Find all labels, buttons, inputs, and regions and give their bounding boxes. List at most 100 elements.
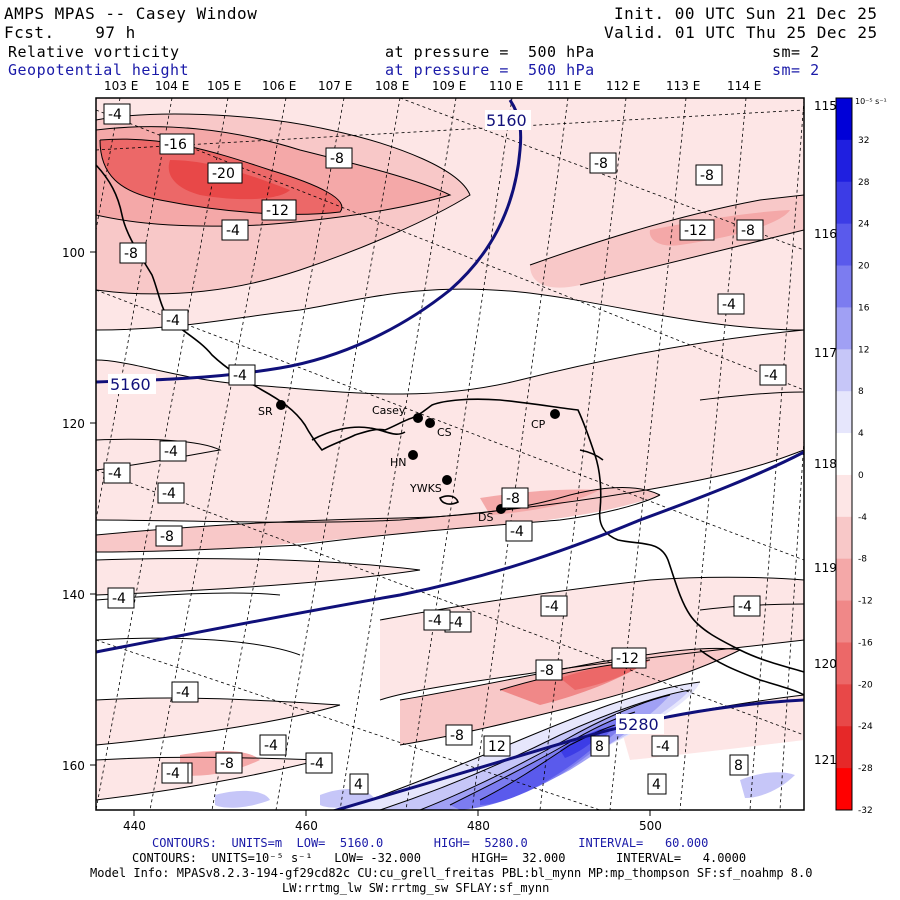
colorbar-label: -16 (858, 638, 873, 648)
colorbar-swatch (836, 516, 852, 560)
y-tick: 160 (62, 759, 85, 773)
colorbar-label: 16 (858, 303, 870, 313)
vorticity-label-box (159, 440, 187, 462)
vorticity-label: -8 (450, 728, 464, 744)
vorticity-label-box (505, 520, 533, 542)
vorticity-label-box (159, 133, 195, 155)
vorticity-label: -4 (176, 685, 190, 701)
colorbar-swatch (836, 474, 852, 518)
vorticity-label: -4 (764, 368, 778, 384)
height-contours (96, 99, 804, 810)
station-dot-cs[interactable] (425, 418, 435, 428)
vorticity-labels: -4 -16 -20 -8 -12 -8 -4 -8 -12 -8 -8 -4 -4 -4 -4 -4 -4 -4… (103, 103, 787, 795)
station-label-ywks: YWKS (409, 482, 442, 495)
station-dot-sr[interactable] (276, 400, 286, 410)
x-tick: 480 (467, 819, 490, 833)
vorticity-label: -4 (545, 599, 559, 615)
vorticity-label: -12 (684, 223, 707, 239)
vorticity-label-box (759, 364, 787, 386)
vorticity-label-box (483, 735, 511, 757)
vorticity-label: 12 (488, 739, 506, 755)
vorticity-label-box (540, 595, 568, 617)
vorticity-label: -4 (722, 297, 736, 313)
colorbar-label: 24 (858, 220, 870, 230)
vorticity-label: -4 (164, 444, 178, 460)
vorticity-label: -8 (700, 168, 714, 184)
vorticity-label: -4 (656, 739, 670, 755)
colorbar-frame (835, 97, 853, 811)
vorticity-label-box (611, 647, 647, 669)
station-dot-cp[interactable] (550, 409, 560, 419)
lon-label: 114 E (727, 79, 761, 93)
height-contour-info: CONTOURS: UNITS=m LOW= 5160.0 HIGH= 5280… (152, 836, 709, 850)
vorticity-label: -8 (506, 491, 520, 507)
plot-title: AMPS MPAS -- Casey Window (4, 4, 258, 23)
y-tick: 100 (62, 246, 85, 260)
vorticity-label-box (119, 242, 147, 264)
field1-name: Relative vorticity (8, 43, 180, 61)
field1-level: at pressure = 500 hPa (385, 43, 595, 61)
field2-smoothing: sm= 2 (772, 61, 820, 79)
height-label: 5160 (110, 375, 151, 394)
vorticity-label-box (679, 219, 715, 241)
vorticity-label: 4 (354, 777, 363, 793)
x-tick: 460 (295, 819, 318, 833)
colorbar-label: 28 (858, 178, 870, 188)
colorbar-swatch (836, 223, 852, 267)
vorticity-label-box (155, 525, 183, 547)
vorticity-label: -4 (112, 591, 126, 607)
y-tick: 140 (62, 588, 85, 602)
colorbar-swatch (836, 558, 852, 602)
field2-level: at pressure = 500 hPa (385, 61, 595, 79)
colorbar-label: -12 (858, 597, 873, 607)
vorticity-label-box (107, 587, 135, 609)
vorticity-label-box (717, 293, 745, 315)
station-label-cp: CP (531, 418, 546, 431)
station-markers (276, 400, 560, 514)
colorbar-label: 32 (858, 136, 869, 146)
station-label-hn: HN (390, 456, 407, 469)
vorticity-label: -8 (330, 151, 344, 167)
height-label: 5280 (618, 715, 659, 734)
vorticity-label: -4 (510, 524, 524, 540)
vorticity-label-box (215, 752, 243, 774)
colorbar-swatch (836, 433, 852, 476)
init-time: Init. 00 UTC Sun 21 Dec 25 (614, 4, 878, 23)
colorbar-swatch (836, 600, 852, 643)
vorticity-label-box (171, 681, 199, 703)
vorticity-label-box (651, 735, 679, 757)
vorticity-label: -8 (594, 156, 608, 172)
lon-label: 113 E (666, 79, 700, 93)
colorbar-swatch (836, 391, 852, 434)
lon-label: 111 E (547, 79, 581, 93)
vorticity-label: 8 (595, 739, 604, 755)
x-tick: 440 (123, 819, 146, 833)
vorticity-label: 8 (734, 758, 743, 774)
height-label: 5160 (486, 111, 527, 130)
station-dot-ywks[interactable] (442, 475, 452, 485)
colorbar-label: 4 (858, 429, 864, 439)
model-info-2: LW:rrtmg_lw SW:rrtmg_sw SFLAY:sf_mynn (282, 881, 550, 895)
colorbar-label: -28 (858, 764, 873, 774)
colorbar-swatch (836, 642, 852, 685)
vorticity-label: -4 (162, 486, 176, 502)
colorbar-label: -20 (858, 680, 873, 690)
vorticity-label-box (445, 724, 473, 746)
colorbar-swatch (836, 265, 852, 308)
colorbar-swatch (836, 768, 852, 811)
station-dot-hn[interactable] (408, 450, 418, 460)
vorticity-label: -8 (741, 223, 755, 239)
lon-label: 107 E (318, 79, 352, 93)
vorticity-label: -12 (616, 651, 639, 667)
vorticity-label: -4 (310, 756, 324, 772)
vorticity-label-box (733, 595, 761, 617)
station-dot-casey[interactable] (413, 413, 423, 423)
station-label-cs: CS (437, 426, 452, 439)
colorbar-label: -32 (858, 806, 873, 816)
colorbar-label: 20 (858, 262, 870, 272)
vorticity-label-box (501, 487, 529, 509)
lon-label: 104 E (155, 79, 189, 93)
vorticity-label-box (228, 364, 256, 386)
colorbar-label: -4 (858, 513, 867, 523)
